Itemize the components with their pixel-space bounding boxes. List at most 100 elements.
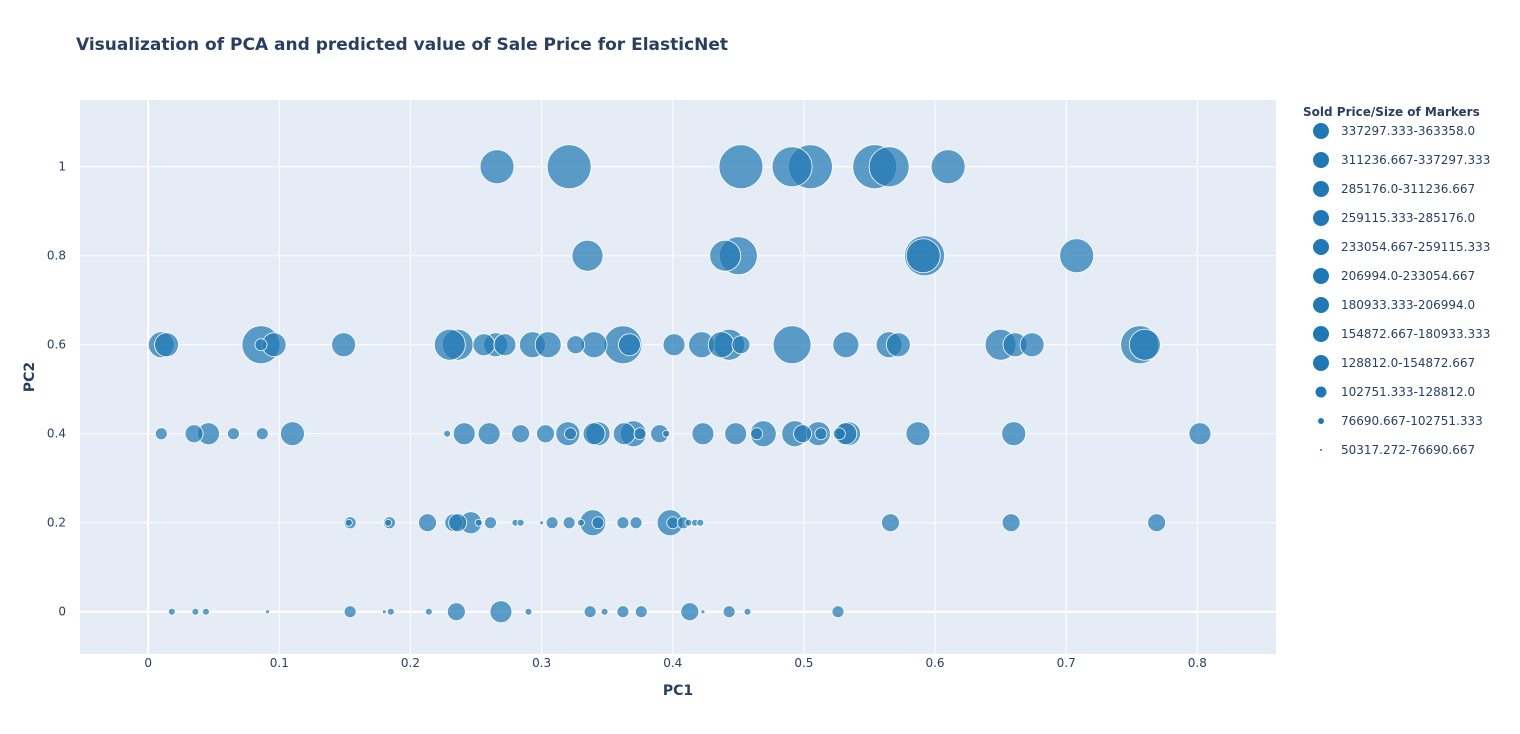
- x-tick-label: 0.4: [663, 656, 682, 670]
- chart-title: Visualization of PCA and predicted value…: [76, 35, 728, 55]
- data-point: [731, 335, 751, 355]
- legend-marker: [1320, 449, 1322, 451]
- data-point: [684, 518, 693, 527]
- data-point: [524, 607, 533, 616]
- data-point: [493, 333, 517, 357]
- data-point: [905, 238, 941, 274]
- data-point: [433, 328, 466, 361]
- data-point: [616, 516, 630, 530]
- data-point: [577, 518, 585, 527]
- data-point: [331, 332, 356, 358]
- data-point: [772, 325, 812, 365]
- data-point: [831, 605, 845, 619]
- data-point: [1147, 513, 1167, 533]
- data-point: [477, 422, 501, 446]
- legend-label: 206994.0-233054.667: [1341, 269, 1475, 283]
- data-point: [545, 516, 559, 530]
- data-point: [448, 513, 468, 533]
- data-point: [743, 607, 752, 616]
- data-point: [255, 427, 269, 441]
- data-point: [1188, 422, 1212, 446]
- data-point: [793, 424, 812, 444]
- legend-marker: [1313, 239, 1329, 255]
- data-point: [583, 605, 597, 619]
- legend-label: 128812.0-154872.667: [1341, 356, 1475, 370]
- x-tick-label: 0.3: [532, 656, 551, 670]
- legend-marker: [1313, 297, 1329, 313]
- legend-label: 102751.333-128812.0: [1341, 385, 1475, 399]
- data-point: [1019, 332, 1045, 358]
- data-point: [191, 607, 200, 616]
- legend-label: 180933.333-206994.0: [1341, 298, 1475, 312]
- data-point: [566, 335, 586, 355]
- data-point: [201, 607, 210, 616]
- data-point: [562, 516, 576, 530]
- x-tick-label: 0.1: [270, 656, 289, 670]
- data-point: [424, 607, 433, 616]
- data-point: [814, 427, 828, 441]
- legend-marker: [1313, 123, 1329, 139]
- legend: Sold Price/Size of Markers 337297.333-36…: [1303, 105, 1490, 457]
- data-point: [771, 146, 813, 188]
- legend-label: 50317.272-76690.667: [1341, 443, 1475, 457]
- data-point: [724, 422, 748, 446]
- data-point: [634, 605, 648, 619]
- data-point: [511, 424, 531, 444]
- data-markers: [147, 144, 1212, 624]
- legend-marker: [1313, 152, 1329, 168]
- data-point: [564, 427, 577, 441]
- legend-marker: [1315, 386, 1327, 398]
- legend-label: 311236.667-337297.333: [1341, 153, 1490, 167]
- x-tick-label: 0.2: [401, 656, 420, 670]
- data-point: [484, 516, 497, 530]
- data-point: [479, 149, 515, 185]
- data-point: [616, 605, 630, 619]
- data-point: [418, 513, 437, 533]
- data-point: [265, 609, 270, 615]
- y-axis-title: PC2: [22, 362, 38, 392]
- data-point: [582, 422, 606, 446]
- legend-items: 337297.333-363358.0 311236.667-337297.333…: [1313, 123, 1490, 457]
- x-axis-ticks: 0 0.1 0.2 0.3 0.4 0.5 0.6 0.7 0.8: [144, 656, 1206, 670]
- data-point: [386, 607, 395, 616]
- data-point: [534, 331, 562, 359]
- data-point: [832, 427, 846, 441]
- legend-marker: [1313, 326, 1329, 342]
- legend-label: 154872.667-180933.333: [1341, 327, 1490, 341]
- data-point: [167, 607, 176, 616]
- x-axis-title: PC1: [663, 683, 693, 699]
- data-point: [930, 149, 966, 185]
- data-point: [536, 424, 555, 444]
- data-point: [600, 607, 609, 616]
- data-point: [474, 518, 483, 527]
- data-point: [750, 427, 764, 441]
- data-point: [612, 422, 636, 446]
- data-point: [881, 513, 900, 533]
- data-point: [707, 331, 735, 359]
- data-point: [446, 602, 466, 622]
- data-point: [718, 144, 764, 190]
- data-point: [591, 516, 605, 530]
- data-point: [184, 424, 204, 444]
- data-point: [443, 429, 452, 438]
- data-point: [885, 332, 911, 358]
- x-tick-label: 0: [144, 656, 152, 670]
- data-point: [227, 427, 240, 441]
- data-point: [343, 605, 357, 619]
- data-point: [516, 518, 525, 527]
- data-point: [749, 420, 777, 448]
- data-point: [700, 609, 706, 615]
- y-tick-label: 0.8: [47, 249, 66, 263]
- data-point: [1128, 328, 1161, 361]
- legend-label: 76690.667-102751.333: [1341, 414, 1483, 428]
- data-point: [832, 331, 860, 359]
- legend-title: Sold Price/Size of Markers: [1303, 105, 1480, 119]
- y-tick-label: 0.4: [47, 427, 66, 441]
- legend-label: 285176.0-311236.667: [1341, 182, 1475, 196]
- data-point: [905, 421, 931, 447]
- data-point: [546, 144, 592, 190]
- data-point: [629, 516, 643, 530]
- legend-label: 233054.667-259115.333: [1341, 240, 1490, 254]
- data-point: [662, 333, 686, 357]
- data-point: [868, 146, 910, 188]
